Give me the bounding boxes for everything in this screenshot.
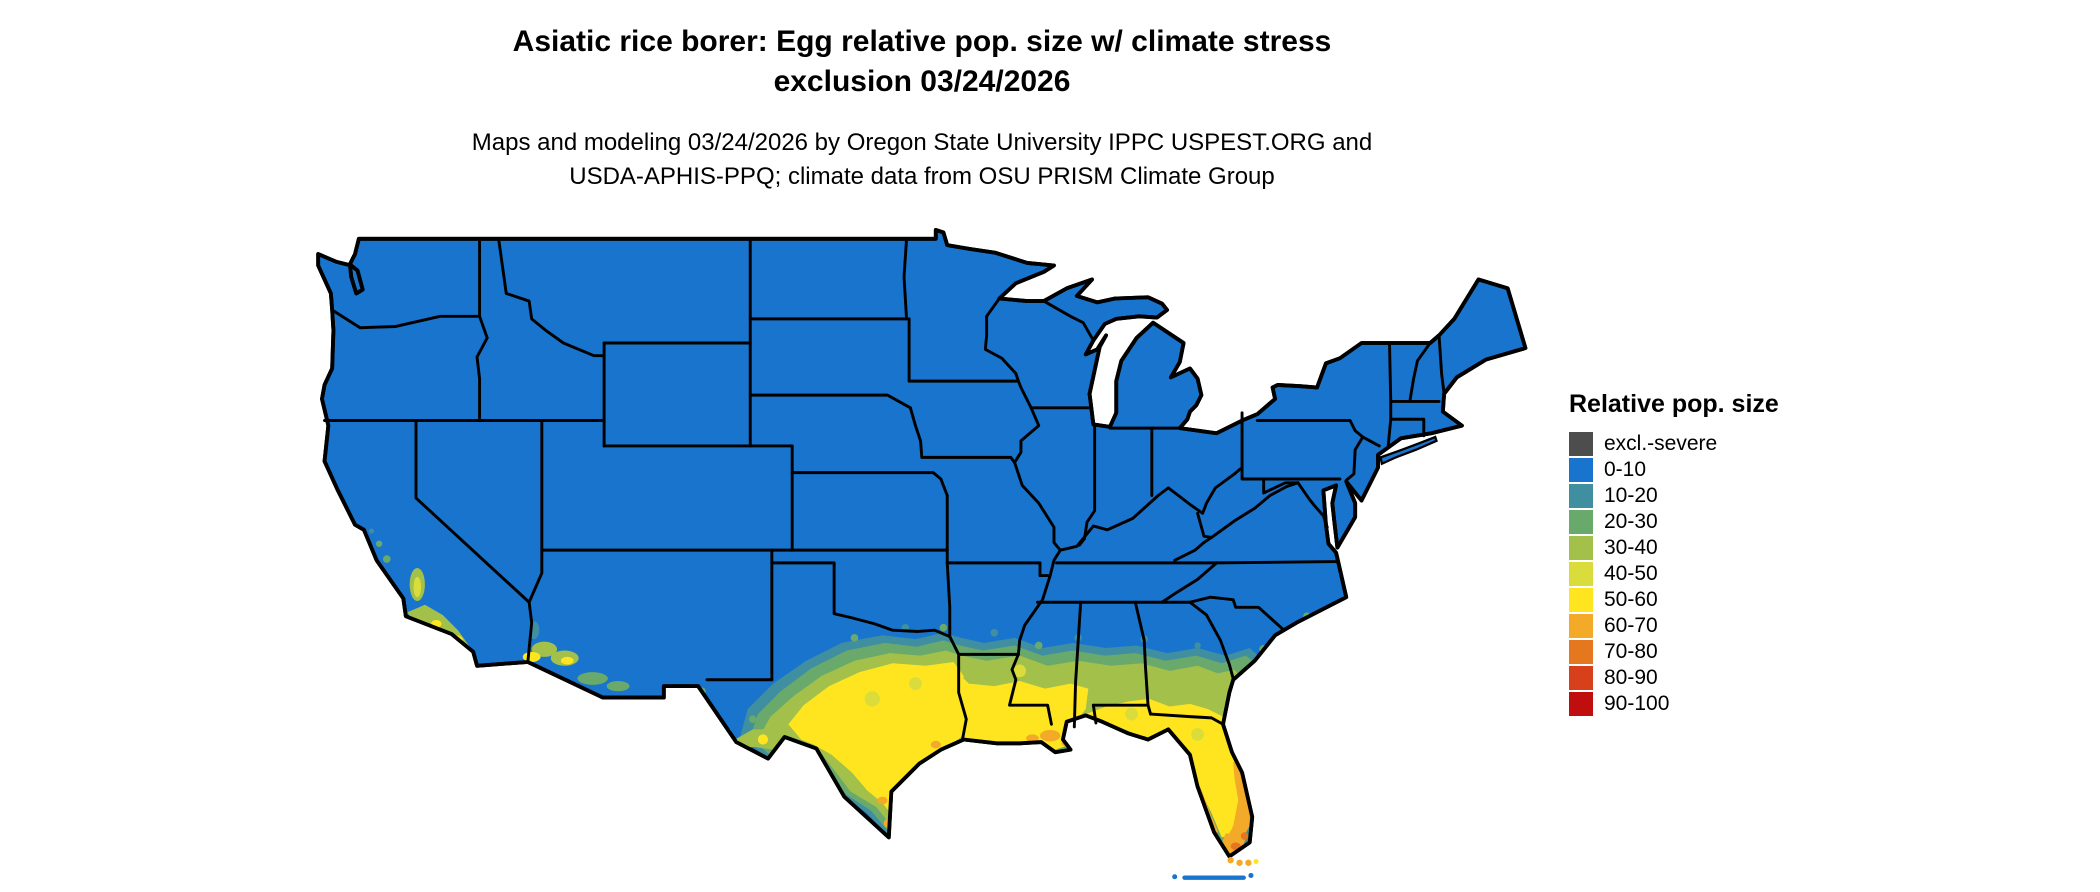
legend-swatch — [1569, 432, 1593, 456]
figure-subtitle-line1: Maps and modeling 03/24/2026 by Oregon S… — [471, 129, 1373, 156]
figure-subtitle: Maps and modeling 03/24/2026 by Oregon S… — [0, 126, 1844, 194]
legend-item: 80-90 — [1569, 665, 1779, 691]
legend-item: 10-20 — [1569, 483, 1779, 509]
legend-item-label: 30-40 — [1604, 536, 1658, 559]
legend-items: excl.-severe 0-10 10-20 20-30 30-40 40-50 50-6… — [1569, 431, 1779, 717]
legend-item-label: excl.-severe — [1604, 432, 1718, 455]
legend-swatch — [1569, 562, 1593, 586]
legend-item: 70-80 — [1569, 639, 1779, 665]
state-borders — [323, 237, 1446, 741]
legend: Relative pop. size excl.-severe 0-10 10-20… — [1569, 390, 1779, 717]
legend-item: excl.-severe — [1569, 431, 1779, 457]
us-outline — [316, 227, 1528, 859]
legend-swatch — [1569, 536, 1593, 560]
us-map — [316, 227, 1528, 880]
legend-item-label: 20-30 — [1604, 510, 1658, 533]
legend-swatch — [1569, 692, 1593, 716]
figure-subtitle-line2: USDA-APHIS-PPQ; climate data from OSU PR… — [569, 163, 1275, 190]
legend-item: 60-70 — [1569, 613, 1779, 639]
legend-swatch — [1569, 510, 1593, 534]
legend-swatch — [1569, 614, 1593, 638]
legend-item-label: 0-10 — [1604, 458, 1647, 481]
legend-swatch — [1569, 458, 1593, 482]
legend-item-label: 10-20 — [1604, 484, 1658, 507]
florida-keys — [1172, 857, 1259, 880]
legend-swatch — [1569, 666, 1593, 690]
long-island — [1379, 435, 1438, 466]
legend-item-label: 40-50 — [1604, 562, 1658, 585]
legend-swatch — [1569, 588, 1593, 612]
legend-item: 40-50 — [1569, 561, 1779, 587]
figure-title-line1: Asiatic rice borer: Egg relative pop. si… — [512, 25, 1332, 58]
legend-title: Relative pop. size — [1569, 390, 1779, 418]
legend-item-label: 60-70 — [1604, 614, 1658, 637]
legend-item-label: 50-60 — [1604, 588, 1658, 611]
legend-item-label: 90-100 — [1604, 692, 1670, 715]
legend-item: 90-100 — [1569, 691, 1779, 717]
legend-item: 0-10 — [1569, 457, 1779, 483]
legend-item-label: 80-90 — [1604, 666, 1658, 689]
legend-swatch — [1569, 484, 1593, 508]
legend-item: 50-60 — [1569, 587, 1779, 613]
legend-item-label: 70-80 — [1604, 640, 1658, 663]
legend-swatch — [1569, 640, 1593, 664]
figure-title-line2: exclusion 03/24/2026 — [773, 65, 1071, 98]
legend-item: 30-40 — [1569, 535, 1779, 561]
us-map-container — [308, 226, 1528, 887]
figure-title: Asiatic rice borer: Egg relative pop. si… — [0, 22, 1844, 102]
legend-item: 20-30 — [1569, 509, 1779, 535]
